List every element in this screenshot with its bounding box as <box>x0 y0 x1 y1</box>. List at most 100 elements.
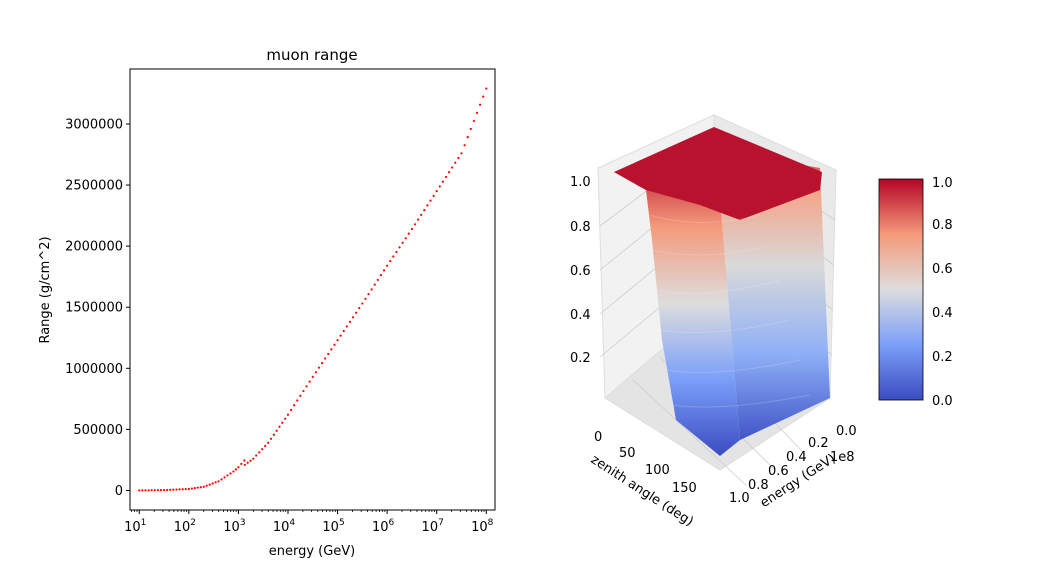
range-chart-axes-frame <box>129 68 496 511</box>
range-point <box>255 454 258 457</box>
range-point <box>423 208 426 212</box>
surface-y-tick: 0.6 <box>768 464 789 479</box>
range-point <box>275 429 278 432</box>
range-point <box>389 259 392 263</box>
range-point <box>330 348 333 351</box>
range-point <box>333 343 336 346</box>
range-point <box>166 488 169 492</box>
surface-x-tick: 150 <box>672 481 697 496</box>
range-point <box>187 487 190 491</box>
range-point <box>269 437 273 440</box>
range-point <box>205 484 208 487</box>
range-point <box>345 325 348 328</box>
surface-z-ticks: 0.2 0.4 0.6 0.8 1.0 <box>570 175 591 366</box>
range-point <box>184 488 187 491</box>
range-point <box>261 448 264 451</box>
range-point <box>220 478 223 481</box>
range-point <box>401 241 404 244</box>
range-point <box>317 366 321 369</box>
range-point <box>370 288 373 291</box>
range-point <box>147 489 150 492</box>
range-point <box>193 487 196 490</box>
range-point <box>382 269 386 272</box>
range-point <box>281 421 284 424</box>
surface-front-face <box>614 150 740 456</box>
colorbar-tick: 0.0 <box>932 394 953 409</box>
range-point <box>339 334 342 337</box>
range-point <box>320 362 324 365</box>
range-point <box>272 433 275 436</box>
range-point <box>299 394 302 397</box>
range-point <box>169 488 172 491</box>
range-point <box>432 194 435 197</box>
range-point <box>361 302 364 305</box>
surface-x-tick: 50 <box>619 446 636 461</box>
range-point <box>342 329 345 333</box>
range-point <box>386 264 389 267</box>
range-point <box>286 413 290 416</box>
x-tick-label: 101 <box>124 518 146 535</box>
range-point <box>398 246 401 249</box>
surface-x-tick: 100 <box>645 463 670 478</box>
range-chart-x-ticks: 101 102 103 104 105 106 107 108 <box>124 510 494 535</box>
range-point <box>358 307 361 310</box>
surface-y-tick: 1.0 <box>729 491 750 506</box>
range-point <box>478 103 482 106</box>
range-point <box>284 417 287 420</box>
surface-z-tick: 0.8 <box>570 220 591 235</box>
range-point <box>211 482 214 485</box>
range-point <box>441 180 444 183</box>
x-tick-label: 107 <box>422 518 444 535</box>
surface-y-tick: 0.0 <box>836 424 857 439</box>
y-tick-label: 500000 <box>73 423 123 438</box>
range-point <box>252 457 255 460</box>
range-point <box>426 204 429 207</box>
surface-chart: 0.2 0.4 0.6 0.8 1.0 0 50 100 150 0.0 0.2… <box>570 114 953 530</box>
range-point <box>243 459 246 462</box>
range-point <box>324 357 327 360</box>
range-point <box>159 489 163 492</box>
range-point <box>336 339 339 342</box>
surface-x-tick: 0 <box>594 430 602 445</box>
colorbar-tick: 0.4 <box>932 306 953 321</box>
range-point <box>410 227 414 231</box>
range-chart-x-label: energy (GeV) <box>269 544 356 559</box>
range-point <box>175 488 178 491</box>
colorbar-tick: 0.2 <box>932 350 953 365</box>
surface-y-ticks: 0.0 0.2 0.4 0.6 0.8 1.0 <box>729 424 857 506</box>
range-point <box>208 483 211 486</box>
range-point <box>162 488 166 492</box>
range-point <box>444 175 448 179</box>
range-point <box>237 466 240 469</box>
surface-top-face <box>614 127 822 220</box>
range-point <box>472 119 475 123</box>
x-tick-label: 104 <box>273 518 296 535</box>
range-point <box>178 488 181 491</box>
surface-side-face <box>716 150 830 440</box>
range-point <box>413 223 417 226</box>
range-point <box>404 237 407 240</box>
range-chart-y-label: Range (g/cm^2) <box>38 236 53 343</box>
range-point <box>249 459 252 462</box>
colorbar <box>878 178 924 401</box>
range-point <box>327 352 330 356</box>
range-point <box>141 489 144 492</box>
range-point <box>351 316 355 319</box>
surface-z-tick: 0.6 <box>570 264 591 279</box>
colorbar-tick: 0.8 <box>932 218 953 233</box>
range-point <box>243 463 246 466</box>
surface-x-ticks: 0 50 100 150 <box>594 430 697 496</box>
range-point <box>469 127 472 131</box>
range-point <box>172 488 175 491</box>
range-point <box>447 171 451 174</box>
range-point <box>181 488 184 491</box>
range-point <box>482 95 485 98</box>
range-point <box>305 385 308 388</box>
range-point <box>217 480 220 483</box>
range-point <box>302 389 305 393</box>
range-point <box>214 481 217 484</box>
surface-y-tick: 0.2 <box>808 436 829 451</box>
y-tick-label: 1500000 <box>65 301 123 316</box>
range-point <box>234 468 238 471</box>
